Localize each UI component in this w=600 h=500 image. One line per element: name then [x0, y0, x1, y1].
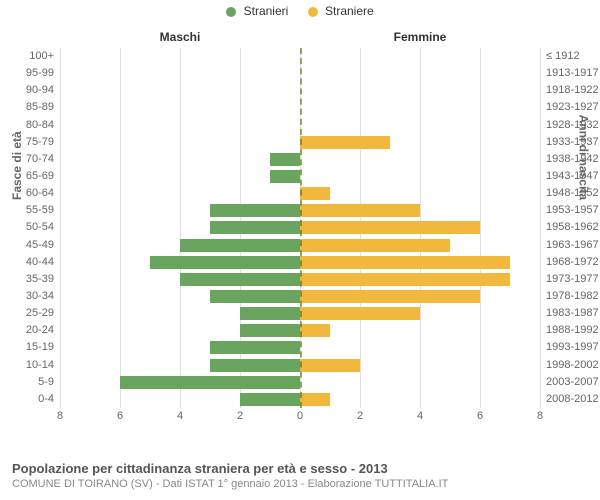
age-label: 80-84 — [26, 117, 60, 134]
bar-male — [240, 324, 300, 337]
x-tick-label: 8 — [537, 410, 543, 422]
birth-year-label: 1953-1957 — [540, 202, 599, 219]
bar-male — [210, 290, 300, 303]
bar-female — [300, 204, 420, 217]
birth-year-label: 1933-1937 — [540, 134, 599, 151]
bar-female — [300, 359, 360, 372]
bar-female — [300, 273, 510, 286]
bar-male — [270, 153, 300, 166]
birth-year-label: 1978-1982 — [540, 288, 599, 305]
birth-year-label: 1923-1927 — [540, 99, 599, 116]
age-label: 75-79 — [26, 134, 60, 151]
birth-year-label: 1928-1932 — [540, 117, 599, 134]
age-label: 60-64 — [26, 185, 60, 202]
birth-year-label: 2003-2007 — [540, 374, 599, 391]
age-label: 5-9 — [38, 374, 60, 391]
y-axis-title-left: Fasce di età — [10, 131, 24, 200]
x-tick-label: 8 — [57, 410, 63, 422]
x-tick-label: 6 — [117, 410, 123, 422]
age-label: 20-24 — [26, 322, 60, 339]
bar-female — [300, 307, 420, 320]
column-header-male: Maschi — [60, 30, 300, 44]
chart-subtitle: COMUNE DI TOIRANO (SV) - Dati ISTAT 1° g… — [12, 478, 588, 490]
age-label: 25-29 — [26, 305, 60, 322]
bar-male — [210, 341, 300, 354]
age-label: 95-99 — [26, 65, 60, 82]
birth-year-label: 1938-1942 — [540, 151, 599, 168]
birth-year-label: 1968-1972 — [540, 254, 599, 271]
birth-year-label: 1918-1922 — [540, 82, 599, 99]
age-label: 100+ — [29, 48, 60, 65]
legend-item-female: Straniere — [308, 4, 374, 18]
x-tick-label: 2 — [237, 410, 243, 422]
age-label: 55-59 — [26, 202, 60, 219]
x-tick-label: 4 — [417, 410, 423, 422]
plot-area: Maschi Femmine 100+≤ 191295-991913-19179… — [60, 30, 540, 420]
bar-male — [240, 307, 300, 320]
bar-female — [300, 136, 390, 149]
bar-female — [300, 239, 450, 252]
age-label: 30-34 — [26, 288, 60, 305]
chart-footer: Popolazione per cittadinanza straniera p… — [12, 461, 588, 490]
birth-year-label: 1948-1952 — [540, 185, 599, 202]
bar-male — [240, 393, 300, 406]
bar-female — [300, 290, 480, 303]
chart-title: Popolazione per cittadinanza straniera p… — [12, 461, 588, 476]
age-label: 90-94 — [26, 82, 60, 99]
age-label: 65-69 — [26, 168, 60, 185]
bar-female — [300, 324, 330, 337]
bar-male — [180, 273, 300, 286]
bar-female — [300, 256, 510, 269]
bar-female — [300, 221, 480, 234]
legend-label-female: Straniere — [325, 4, 374, 18]
column-header-female: Femmine — [300, 30, 540, 44]
x-tick-label: 0 — [297, 410, 303, 422]
age-label: 10-14 — [26, 357, 60, 374]
birth-year-label: 1988-1992 — [540, 322, 599, 339]
bar-female — [300, 393, 330, 406]
birth-year-label: 2008-2012 — [540, 391, 599, 408]
bar-male — [270, 170, 300, 183]
age-label: 45-49 — [26, 237, 60, 254]
legend-dot-male — [226, 7, 236, 17]
birth-year-label: 1973-1977 — [540, 271, 599, 288]
bar-male — [120, 376, 300, 389]
age-label: 15-19 — [26, 339, 60, 356]
population-pyramid-chart: Stranieri Straniere Fasce di età Anni di… — [0, 0, 600, 500]
x-tick-label: 4 — [177, 410, 183, 422]
x-axis-ticks: 8 6 4 2 0 2 4 6 8 — [60, 410, 540, 424]
birth-year-label: 1943-1947 — [540, 168, 599, 185]
birth-year-label: 1983-1987 — [540, 305, 599, 322]
age-label: 85-89 — [26, 99, 60, 116]
bar-male — [210, 204, 300, 217]
bar-male — [210, 221, 300, 234]
age-label: 35-39 — [26, 271, 60, 288]
birth-year-label: 1958-1962 — [540, 219, 599, 236]
legend: Stranieri Straniere — [0, 4, 600, 18]
birth-year-label: 1963-1967 — [540, 237, 599, 254]
bar-male — [180, 239, 300, 252]
legend-dot-female — [308, 7, 318, 17]
birth-year-label: ≤ 1912 — [540, 48, 580, 65]
bar-male — [210, 359, 300, 372]
center-divider — [300, 48, 302, 408]
x-tick-label: 6 — [477, 410, 483, 422]
bar-male — [150, 256, 300, 269]
birth-year-label: 1913-1917 — [540, 65, 599, 82]
age-label: 40-44 — [26, 254, 60, 271]
age-label: 0-4 — [38, 391, 60, 408]
birth-year-label: 1993-1997 — [540, 339, 599, 356]
age-label: 50-54 — [26, 219, 60, 236]
legend-item-male: Stranieri — [226, 4, 288, 18]
x-tick-label: 2 — [357, 410, 363, 422]
legend-label-male: Stranieri — [244, 4, 289, 18]
birth-year-label: 1998-2002 — [540, 357, 599, 374]
age-label: 70-74 — [26, 151, 60, 168]
bar-female — [300, 187, 330, 200]
